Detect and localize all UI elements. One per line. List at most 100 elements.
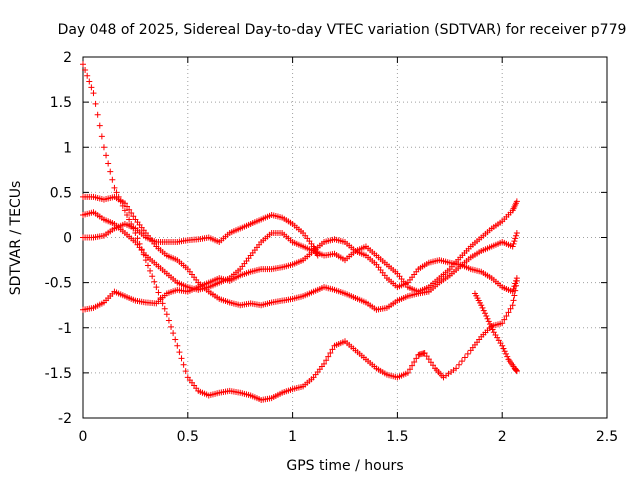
data-point <box>502 350 509 357</box>
data-point <box>161 305 168 312</box>
data-point <box>151 278 158 285</box>
data-point <box>103 152 110 159</box>
data-point <box>105 160 112 167</box>
data-point <box>182 368 189 375</box>
data-point <box>111 184 118 191</box>
data-point <box>155 289 162 296</box>
data-point <box>329 346 336 353</box>
data-point <box>172 336 179 343</box>
data-point <box>427 359 434 366</box>
data-point <box>159 300 166 307</box>
series-track-5 <box>80 211 321 259</box>
data-point <box>100 144 107 151</box>
data-point <box>327 350 334 357</box>
data-point <box>409 362 416 369</box>
data-point <box>501 348 508 355</box>
data-point <box>149 273 156 280</box>
data-point <box>121 200 128 207</box>
data-point <box>421 350 428 357</box>
y-tick-label: -1 <box>58 321 72 337</box>
data-point <box>513 229 520 236</box>
y-tick-label: -0.5 <box>45 276 72 292</box>
data-point <box>499 342 506 349</box>
x-axis-label: GPS time / hours <box>286 458 403 474</box>
data-point <box>507 305 514 312</box>
data-point <box>92 100 99 107</box>
data-point <box>323 357 330 364</box>
chart-title: Day 048 of 2025, Sidereal Day-to-day VTE… <box>58 22 627 38</box>
data-point <box>121 207 128 214</box>
x-tick-label: 1 <box>288 429 297 445</box>
series-track-1 <box>80 61 520 403</box>
y-axis-label: SDTVAR / TECUs <box>8 181 24 296</box>
data-point <box>82 66 89 73</box>
data-point <box>512 235 519 242</box>
data-point <box>321 360 328 367</box>
data-point <box>84 72 91 79</box>
y-tick-label: 0.5 <box>50 185 72 201</box>
data-point <box>130 213 137 220</box>
data-point <box>509 243 516 250</box>
data-point <box>478 302 485 309</box>
data-point <box>147 267 154 274</box>
data-point <box>325 353 332 360</box>
x-tick-label: 0.5 <box>177 429 199 445</box>
data-point <box>511 238 518 245</box>
data-point <box>510 240 517 247</box>
data-point <box>174 342 181 349</box>
data-point <box>128 209 135 216</box>
data-point <box>406 366 413 373</box>
grid-lines <box>83 57 607 418</box>
data-point <box>483 313 490 320</box>
data-point <box>504 353 511 360</box>
y-tick-label: 1 <box>63 140 72 156</box>
data-point <box>453 365 460 372</box>
data-point <box>163 311 170 318</box>
data-point <box>413 355 420 362</box>
y-tick-label: 2 <box>63 50 72 66</box>
x-tick-label: 2 <box>498 429 507 445</box>
data-point <box>513 232 520 239</box>
x-tick-label: 0 <box>79 429 88 445</box>
data-point <box>503 313 510 320</box>
data-point <box>485 318 492 325</box>
data-point <box>144 262 151 269</box>
y-tick-label: -1.5 <box>45 366 72 382</box>
data-point <box>170 330 177 337</box>
data-point <box>482 310 489 317</box>
data-point <box>126 216 133 223</box>
data-point <box>499 320 506 327</box>
data-point <box>107 168 114 175</box>
data-point <box>124 211 131 218</box>
data-point <box>480 307 487 314</box>
data-point <box>96 122 103 129</box>
data-point <box>98 133 105 140</box>
data-point <box>461 354 468 361</box>
data-point <box>509 302 516 309</box>
data-point <box>124 203 131 210</box>
y-tick-label: -2 <box>58 411 72 427</box>
data-point <box>464 350 471 357</box>
data-point <box>513 275 520 282</box>
data-point <box>178 355 185 362</box>
x-tick-label: 2.5 <box>596 429 618 445</box>
data-point <box>513 368 520 375</box>
data-point <box>88 84 95 91</box>
y-tick-label: 1.5 <box>50 95 72 111</box>
data-point <box>430 362 437 369</box>
series-track-3 <box>80 236 520 313</box>
data-point <box>94 111 101 118</box>
data-point <box>126 206 133 213</box>
data-point <box>484 315 491 322</box>
y-axis-ticks: -2 -1.5 -1 -0.5 0 0.5 1 1.5 2 <box>45 50 607 427</box>
data-point <box>456 361 463 368</box>
series-track-6 <box>471 290 520 375</box>
data-point <box>487 321 494 328</box>
series-track-4 <box>80 198 520 295</box>
data-point <box>505 309 512 316</box>
data-point <box>404 369 411 376</box>
data-point <box>314 252 321 259</box>
data-point <box>109 176 116 183</box>
